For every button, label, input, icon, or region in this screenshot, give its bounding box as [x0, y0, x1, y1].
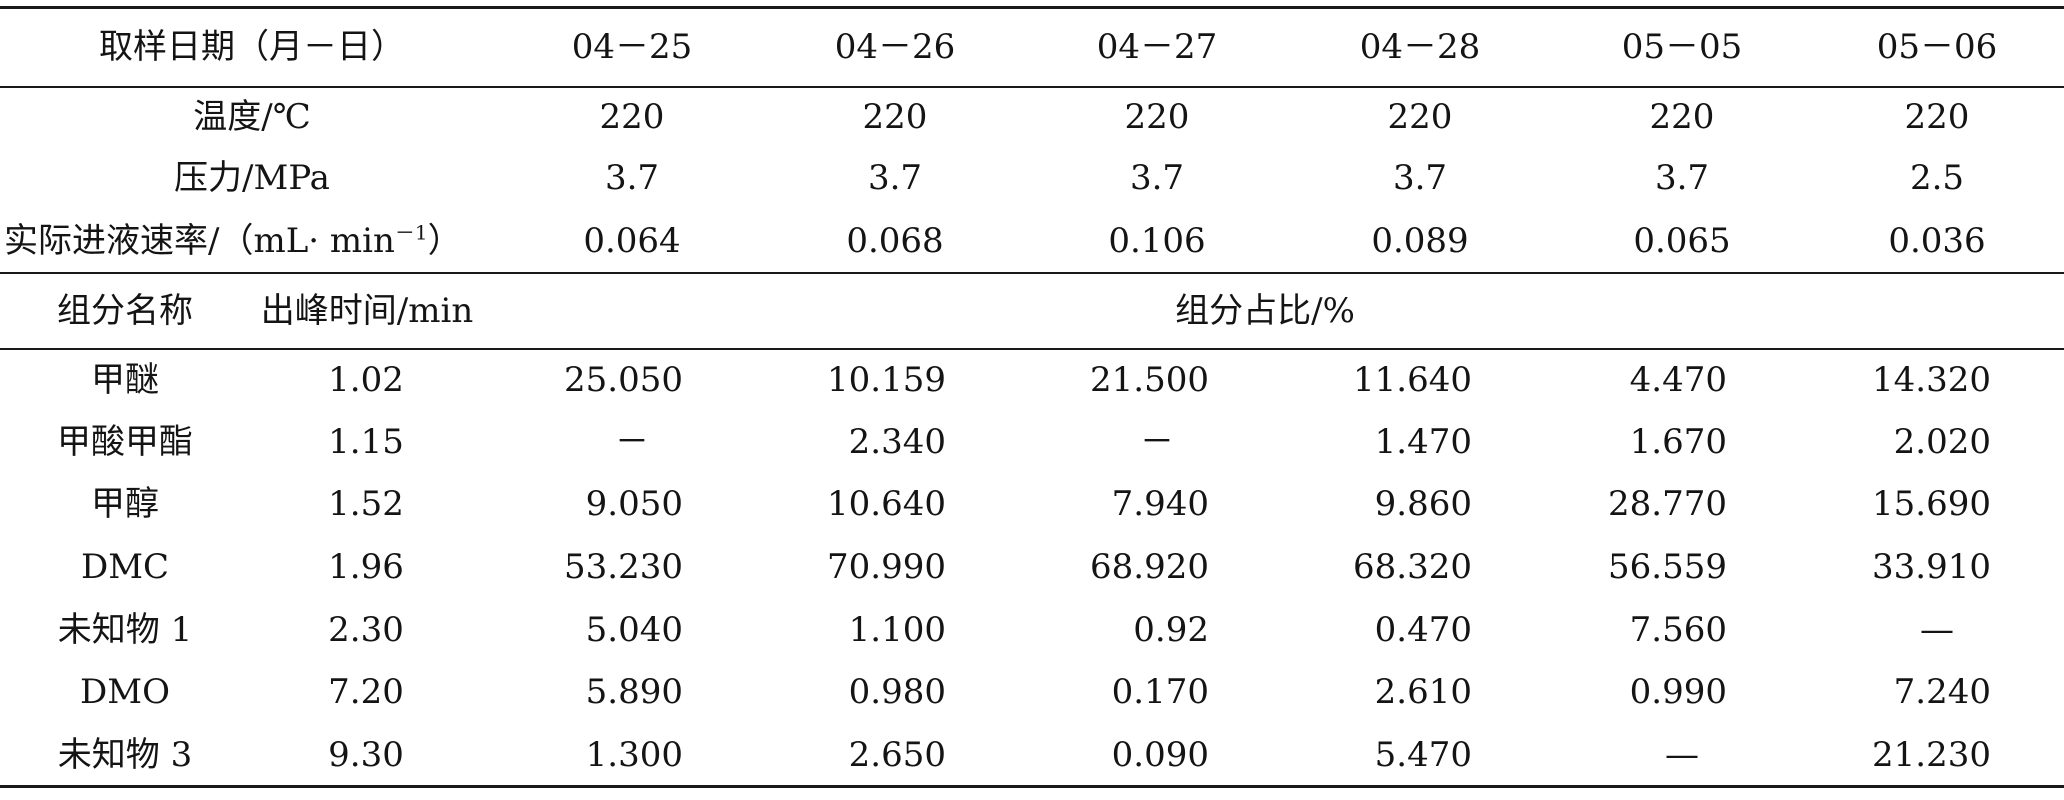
proportion-value: 14.320 — [1872, 360, 1991, 400]
proportion-value: 1.300 — [585, 735, 683, 775]
condition-value: 3.7 — [1392, 158, 1448, 198]
temperature-label: 温度/℃ — [193, 97, 311, 137]
proportion-value: 0.470 — [1374, 610, 1472, 650]
component-name: 甲醚 — [91, 360, 159, 400]
condition-value: 220 — [1124, 97, 1190, 137]
condition-value: 3.7 — [1129, 158, 1185, 198]
date-header: 05－06 — [1876, 27, 1998, 67]
proportion-value: 0.92 — [1133, 610, 1209, 650]
section-rule — [0, 272, 2064, 274]
proportion-value: 1.670 — [1629, 422, 1727, 462]
condition-value: 3.7 — [1654, 158, 1710, 198]
proportion-value: 2.340 — [848, 422, 946, 462]
proportion-value: 0.980 — [848, 672, 946, 712]
subheader-rule — [0, 348, 2064, 350]
component-name: 甲酸甲酯 — [57, 422, 193, 462]
date-header: 04－25 — [571, 27, 693, 67]
retention-time: 1.15 — [328, 422, 404, 462]
condition-value: 0.068 — [846, 221, 944, 261]
proportion-value: 0.170 — [1111, 672, 1209, 712]
proportion-value: 68.920 — [1090, 547, 1209, 587]
condition-value: 2.5 — [1909, 158, 1965, 198]
condition-value: 220 — [862, 97, 928, 137]
proportion-value: 53.230 — [564, 547, 683, 587]
condition-value: 220 — [1649, 97, 1715, 137]
retention-time: 1.02 — [328, 360, 404, 400]
sampling-date-header: 取样日期（月－日） — [99, 27, 405, 67]
header-rule — [0, 86, 2064, 88]
proportion-value: 10.640 — [827, 484, 946, 524]
component-name: 甲醇 — [91, 484, 159, 524]
bottom-rule — [0, 785, 2064, 788]
proportion-value: 9.050 — [585, 484, 683, 524]
date-header: 04－28 — [1359, 27, 1481, 67]
condition-value: 220 — [1904, 97, 1970, 137]
component-name: 未知物 1 — [57, 610, 193, 650]
proportion-value: 70.990 — [827, 547, 946, 587]
condition-value: 220 — [1387, 97, 1453, 137]
date-header: 04－26 — [834, 27, 956, 67]
component-name: DMC — [80, 547, 170, 587]
condition-value: 0.089 — [1371, 221, 1469, 261]
proportion-value: 5.890 — [585, 672, 683, 712]
retention-time: 1.96 — [328, 547, 404, 587]
proportion-value: 9.860 — [1374, 484, 1472, 524]
component-name: 未知物 3 — [57, 735, 193, 775]
proportion-value: 68.320 — [1353, 547, 1472, 587]
proportion-value: 21.230 — [1872, 735, 1991, 775]
condition-value: 3.7 — [604, 158, 660, 198]
proportion-value: 56.559 — [1608, 547, 1727, 587]
condition-value: 0.036 — [1888, 221, 1986, 261]
top-rule — [0, 6, 2064, 9]
proportion-value: 2.650 — [848, 735, 946, 775]
proportion-value: 11.640 — [1353, 360, 1472, 400]
date-header: 04－27 — [1096, 27, 1218, 67]
date-header: 05－05 — [1621, 27, 1743, 67]
condition-value: 3.7 — [867, 158, 923, 198]
component-name-header: 组分名称 — [57, 291, 193, 331]
proportion-value: 7.240 — [1893, 672, 1991, 712]
proportion-header: 组分占比/% — [1175, 291, 1355, 331]
condition-value: 0.106 — [1108, 221, 1206, 261]
proportion-value: 5.470 — [1374, 735, 1472, 775]
proportion-value: — — [1920, 610, 1954, 650]
proportion-value: 33.910 — [1872, 547, 1991, 587]
proportion-value: 28.770 — [1608, 484, 1727, 524]
retention-time: 1.52 — [328, 484, 404, 524]
condition-value: 0.064 — [583, 221, 681, 261]
feed-rate-label-text: 实际进液速率/（mL· min — [4, 221, 395, 261]
feed-rate-label-sup: －1 — [394, 220, 428, 245]
retention-time: 7.20 — [328, 672, 404, 712]
proportion-value: 21.500 — [1090, 360, 1209, 400]
condition-value: 0.065 — [1633, 221, 1731, 261]
proportion-value: — — [1665, 735, 1699, 775]
proportion-value: 25.050 — [564, 360, 683, 400]
proportion-value: － — [615, 422, 649, 462]
proportion-value: 7.940 — [1111, 484, 1209, 524]
retention-time: 9.30 — [328, 735, 404, 775]
proportion-value: 2.020 — [1893, 422, 1991, 462]
feed-rate-label-tail: ） — [427, 221, 462, 261]
proportion-value: 1.100 — [848, 610, 946, 650]
proportion-value: 0.990 — [1629, 672, 1727, 712]
retention-time: 2.30 — [328, 610, 404, 650]
proportion-value: 7.560 — [1629, 610, 1727, 650]
pressure-label: 压力/MPa — [174, 158, 330, 198]
feed-rate-label: 实际进液速率/（mL· min－1） — [4, 221, 462, 261]
condition-value: 220 — [599, 97, 665, 137]
retention-time-header: 出峰时间/min — [260, 291, 474, 331]
proportion-value: 1.470 — [1374, 422, 1472, 462]
proportion-value: 15.690 — [1872, 484, 1991, 524]
proportion-value: 10.159 — [827, 360, 946, 400]
proportion-value: － — [1140, 422, 1174, 462]
component-name: DMO — [80, 672, 170, 712]
proportion-value: 5.040 — [585, 610, 683, 650]
proportion-value: 2.610 — [1374, 672, 1472, 712]
proportion-value: 0.090 — [1111, 735, 1209, 775]
proportion-value: 4.470 — [1629, 360, 1727, 400]
